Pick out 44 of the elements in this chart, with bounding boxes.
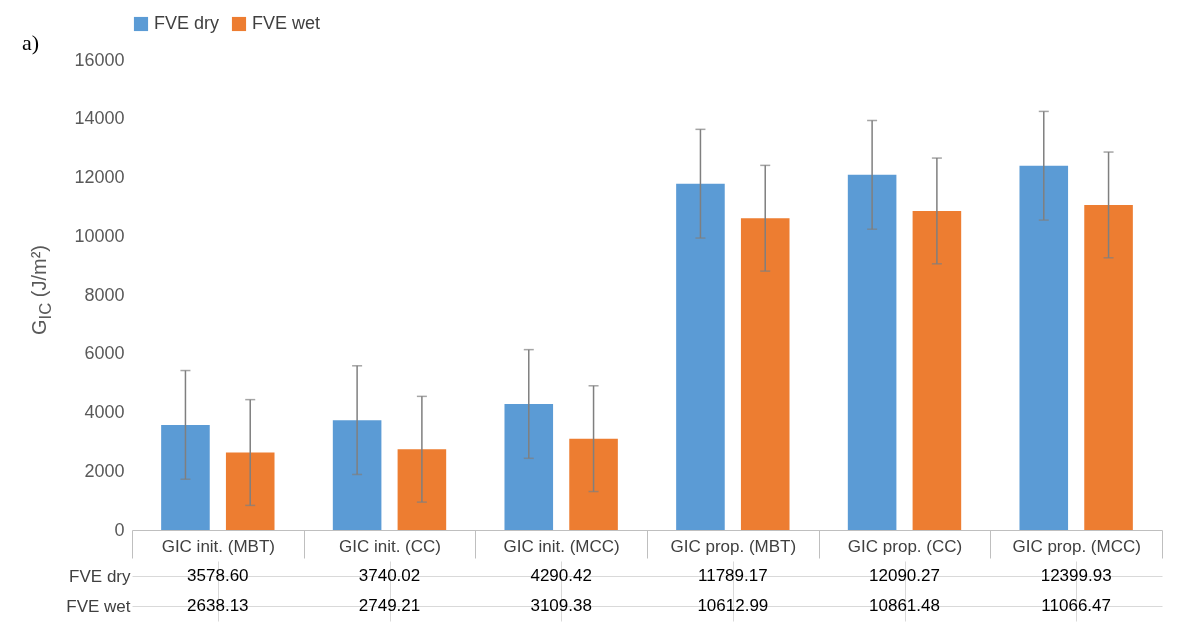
text: FVE dry bbox=[69, 566, 131, 586]
text: FVE wet bbox=[66, 596, 131, 616]
legend-label: FVE dry bbox=[154, 13, 220, 33]
x-tick-label: GIC init. (CC) bbox=[339, 536, 441, 556]
bar bbox=[1084, 204, 1133, 530]
y-tick-label: 14000 bbox=[74, 108, 125, 129]
data-label: 10612.99 bbox=[697, 596, 769, 615]
bar bbox=[332, 420, 382, 530]
bar bbox=[161, 424, 210, 530]
data-label: 2638.13 bbox=[187, 596, 249, 615]
data-label: 11066.47 bbox=[1041, 596, 1111, 615]
bar bbox=[1019, 165, 1069, 530]
y-tick-label: 6000 bbox=[84, 343, 125, 364]
x-tick-label: GIC prop. (MCC) bbox=[1012, 536, 1141, 556]
data-label: 3740.02 bbox=[358, 566, 421, 585]
bar bbox=[740, 218, 790, 530]
data-label: 2749.21 bbox=[358, 596, 421, 615]
x-tick-label: GIC init. (MBT) bbox=[161, 536, 276, 556]
data-label: 4290.42 bbox=[530, 566, 592, 585]
data-label: 3578.60 bbox=[187, 566, 249, 585]
bar bbox=[225, 452, 275, 530]
bar bbox=[569, 438, 618, 530]
data-label: 11789.17 bbox=[698, 566, 768, 585]
data-label: 12399.93 bbox=[1040, 566, 1112, 585]
data-label: 3109.38 bbox=[530, 596, 592, 615]
bar bbox=[676, 183, 725, 530]
y-tick-label: 4000 bbox=[84, 402, 125, 422]
text: a) bbox=[22, 30, 40, 56]
y-tick-label: 16000 bbox=[74, 49, 125, 70]
bar bbox=[504, 403, 554, 530]
x-tick-label: GIC prop. (MBT) bbox=[670, 536, 797, 556]
y-tick-label: 2000 bbox=[84, 460, 125, 481]
legend-label: FVE wet bbox=[252, 13, 321, 33]
y-tick-label: 12000 bbox=[74, 167, 125, 187]
y-tick-label: 10000 bbox=[74, 225, 125, 246]
data-label: 10861.48 bbox=[869, 596, 940, 615]
bar bbox=[847, 174, 897, 530]
bar bbox=[397, 449, 447, 530]
y-tick-label: 8000 bbox=[84, 284, 125, 305]
bar bbox=[912, 210, 962, 530]
x-tick-label: GIC prop. (CC) bbox=[847, 536, 963, 556]
y-tick-label: 0 bbox=[114, 519, 125, 540]
x-tick-label: GIC init. (MCC) bbox=[503, 536, 620, 556]
data-label: 12090.27 bbox=[869, 566, 940, 585]
